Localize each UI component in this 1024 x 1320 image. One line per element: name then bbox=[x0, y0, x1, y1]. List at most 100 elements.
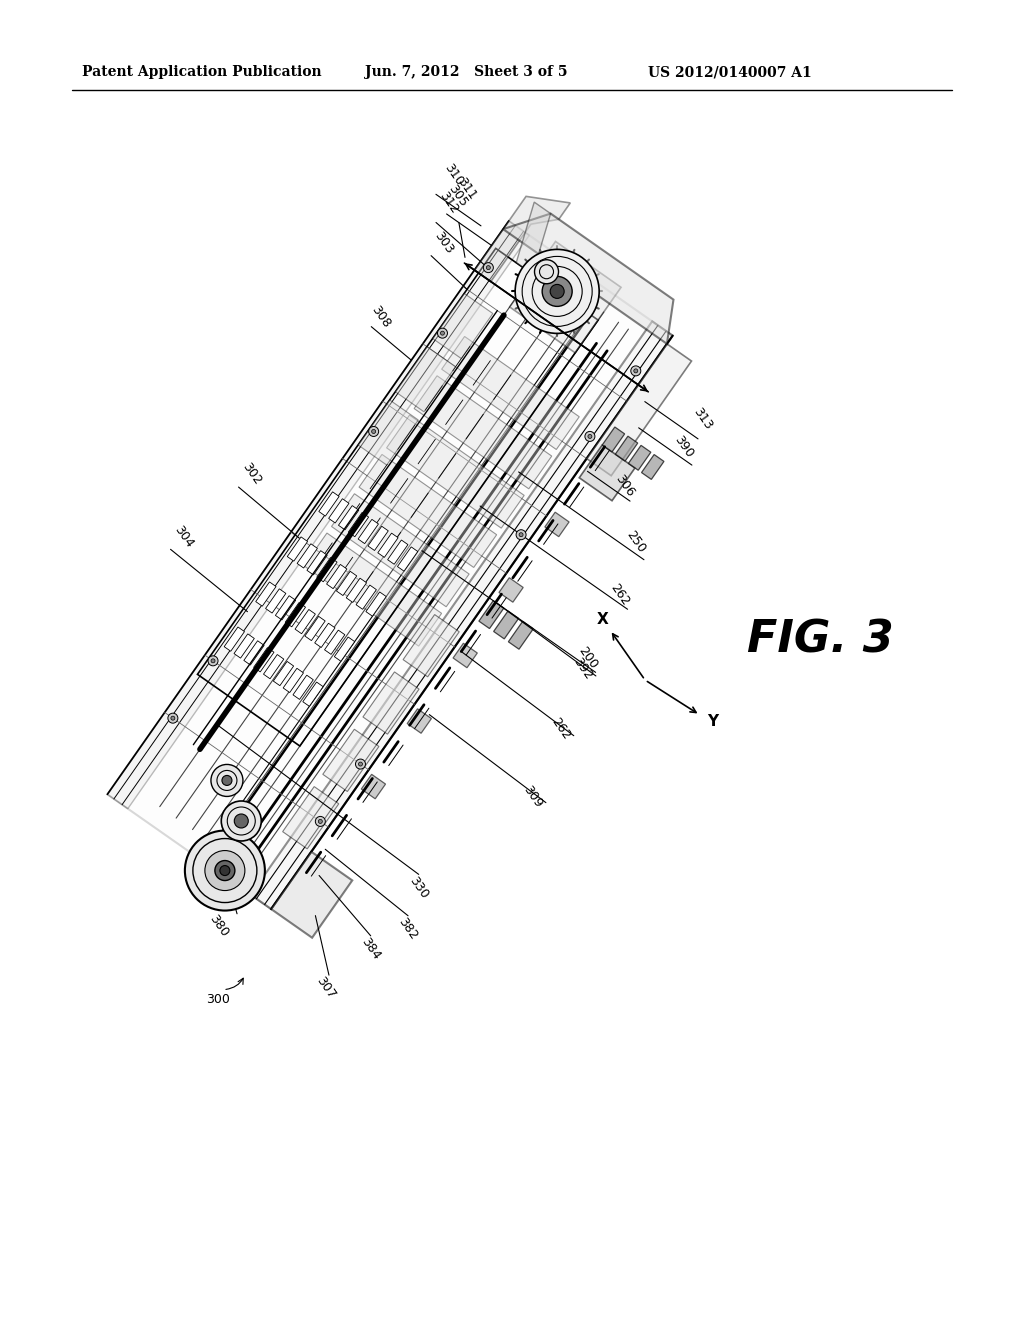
Polygon shape bbox=[304, 533, 441, 645]
Text: 306: 306 bbox=[613, 473, 637, 499]
Polygon shape bbox=[271, 851, 352, 937]
Polygon shape bbox=[414, 376, 552, 488]
Circle shape bbox=[634, 368, 638, 372]
Polygon shape bbox=[387, 414, 524, 528]
Polygon shape bbox=[641, 454, 664, 479]
Text: 312: 312 bbox=[437, 189, 461, 216]
Polygon shape bbox=[397, 546, 418, 572]
Polygon shape bbox=[316, 557, 337, 582]
Polygon shape bbox=[362, 672, 419, 734]
Text: Jun. 7, 2012   Sheet 3 of 5: Jun. 7, 2012 Sheet 3 of 5 bbox=[365, 65, 567, 79]
Circle shape bbox=[171, 717, 175, 721]
Circle shape bbox=[208, 656, 218, 665]
Polygon shape bbox=[356, 585, 377, 610]
Text: 384: 384 bbox=[358, 936, 383, 962]
Polygon shape bbox=[358, 519, 379, 544]
Polygon shape bbox=[329, 499, 349, 523]
Polygon shape bbox=[508, 622, 534, 649]
Polygon shape bbox=[314, 623, 335, 648]
Polygon shape bbox=[263, 655, 284, 678]
Circle shape bbox=[542, 276, 572, 306]
Polygon shape bbox=[295, 610, 315, 634]
Polygon shape bbox=[244, 640, 264, 665]
Circle shape bbox=[437, 329, 447, 338]
Text: 310: 310 bbox=[441, 161, 466, 187]
Circle shape bbox=[440, 331, 444, 335]
Text: 300: 300 bbox=[206, 993, 230, 1006]
Polygon shape bbox=[335, 638, 354, 661]
Polygon shape bbox=[284, 668, 303, 693]
Polygon shape bbox=[339, 506, 358, 529]
Polygon shape bbox=[602, 426, 625, 451]
Circle shape bbox=[315, 816, 326, 826]
Text: 250: 250 bbox=[624, 528, 648, 556]
Polygon shape bbox=[629, 445, 651, 470]
Circle shape bbox=[369, 426, 379, 437]
Polygon shape bbox=[474, 197, 570, 281]
Polygon shape bbox=[273, 661, 294, 685]
Polygon shape bbox=[388, 540, 408, 564]
Polygon shape bbox=[265, 589, 286, 612]
Polygon shape bbox=[499, 578, 523, 602]
Polygon shape bbox=[234, 634, 254, 659]
Polygon shape bbox=[323, 729, 379, 792]
Polygon shape bbox=[587, 343, 691, 475]
Circle shape bbox=[516, 529, 526, 540]
Polygon shape bbox=[359, 454, 497, 568]
Polygon shape bbox=[108, 220, 529, 809]
Circle shape bbox=[220, 866, 229, 875]
Circle shape bbox=[486, 265, 490, 269]
Polygon shape bbox=[503, 214, 674, 343]
Polygon shape bbox=[510, 242, 622, 352]
Circle shape bbox=[483, 263, 494, 273]
Circle shape bbox=[355, 759, 366, 770]
Circle shape bbox=[358, 762, 362, 766]
Circle shape bbox=[318, 820, 323, 824]
Text: Patent Application Publication: Patent Application Publication bbox=[82, 65, 322, 79]
Text: 307: 307 bbox=[313, 974, 338, 1002]
Polygon shape bbox=[293, 675, 313, 700]
Text: 305: 305 bbox=[445, 182, 470, 210]
Text: 313: 313 bbox=[691, 405, 715, 432]
Text: 303: 303 bbox=[432, 230, 457, 256]
Circle shape bbox=[535, 260, 558, 284]
Polygon shape bbox=[297, 544, 317, 568]
Polygon shape bbox=[479, 601, 504, 628]
Text: 330: 330 bbox=[407, 874, 431, 900]
Polygon shape bbox=[408, 709, 431, 734]
Polygon shape bbox=[307, 550, 328, 576]
Polygon shape bbox=[395, 347, 456, 412]
Polygon shape bbox=[251, 321, 673, 909]
Circle shape bbox=[372, 429, 376, 433]
Polygon shape bbox=[303, 682, 324, 706]
Circle shape bbox=[205, 850, 245, 891]
Polygon shape bbox=[288, 537, 307, 561]
Circle shape bbox=[168, 713, 178, 723]
Text: 309: 309 bbox=[521, 783, 545, 810]
Text: 304: 304 bbox=[171, 523, 196, 549]
Text: 380: 380 bbox=[207, 912, 231, 940]
Polygon shape bbox=[327, 565, 347, 589]
Polygon shape bbox=[403, 615, 459, 677]
Text: FIG. 3: FIG. 3 bbox=[746, 619, 893, 661]
Text: 392: 392 bbox=[570, 656, 595, 682]
Polygon shape bbox=[332, 494, 469, 607]
Circle shape bbox=[588, 434, 592, 438]
Circle shape bbox=[215, 861, 234, 880]
Polygon shape bbox=[275, 595, 296, 620]
Polygon shape bbox=[545, 512, 569, 537]
Circle shape bbox=[185, 830, 265, 911]
Polygon shape bbox=[337, 572, 356, 595]
Text: 262: 262 bbox=[549, 715, 572, 742]
Circle shape bbox=[631, 366, 641, 376]
Text: 302: 302 bbox=[240, 461, 263, 487]
Circle shape bbox=[585, 432, 595, 441]
Circle shape bbox=[211, 764, 243, 796]
Polygon shape bbox=[108, 220, 673, 909]
Polygon shape bbox=[346, 578, 367, 602]
Polygon shape bbox=[286, 603, 305, 627]
Polygon shape bbox=[516, 202, 551, 275]
Polygon shape bbox=[615, 436, 638, 461]
Text: 308: 308 bbox=[369, 304, 393, 330]
Text: US 2012/0140007 A1: US 2012/0140007 A1 bbox=[648, 65, 812, 79]
